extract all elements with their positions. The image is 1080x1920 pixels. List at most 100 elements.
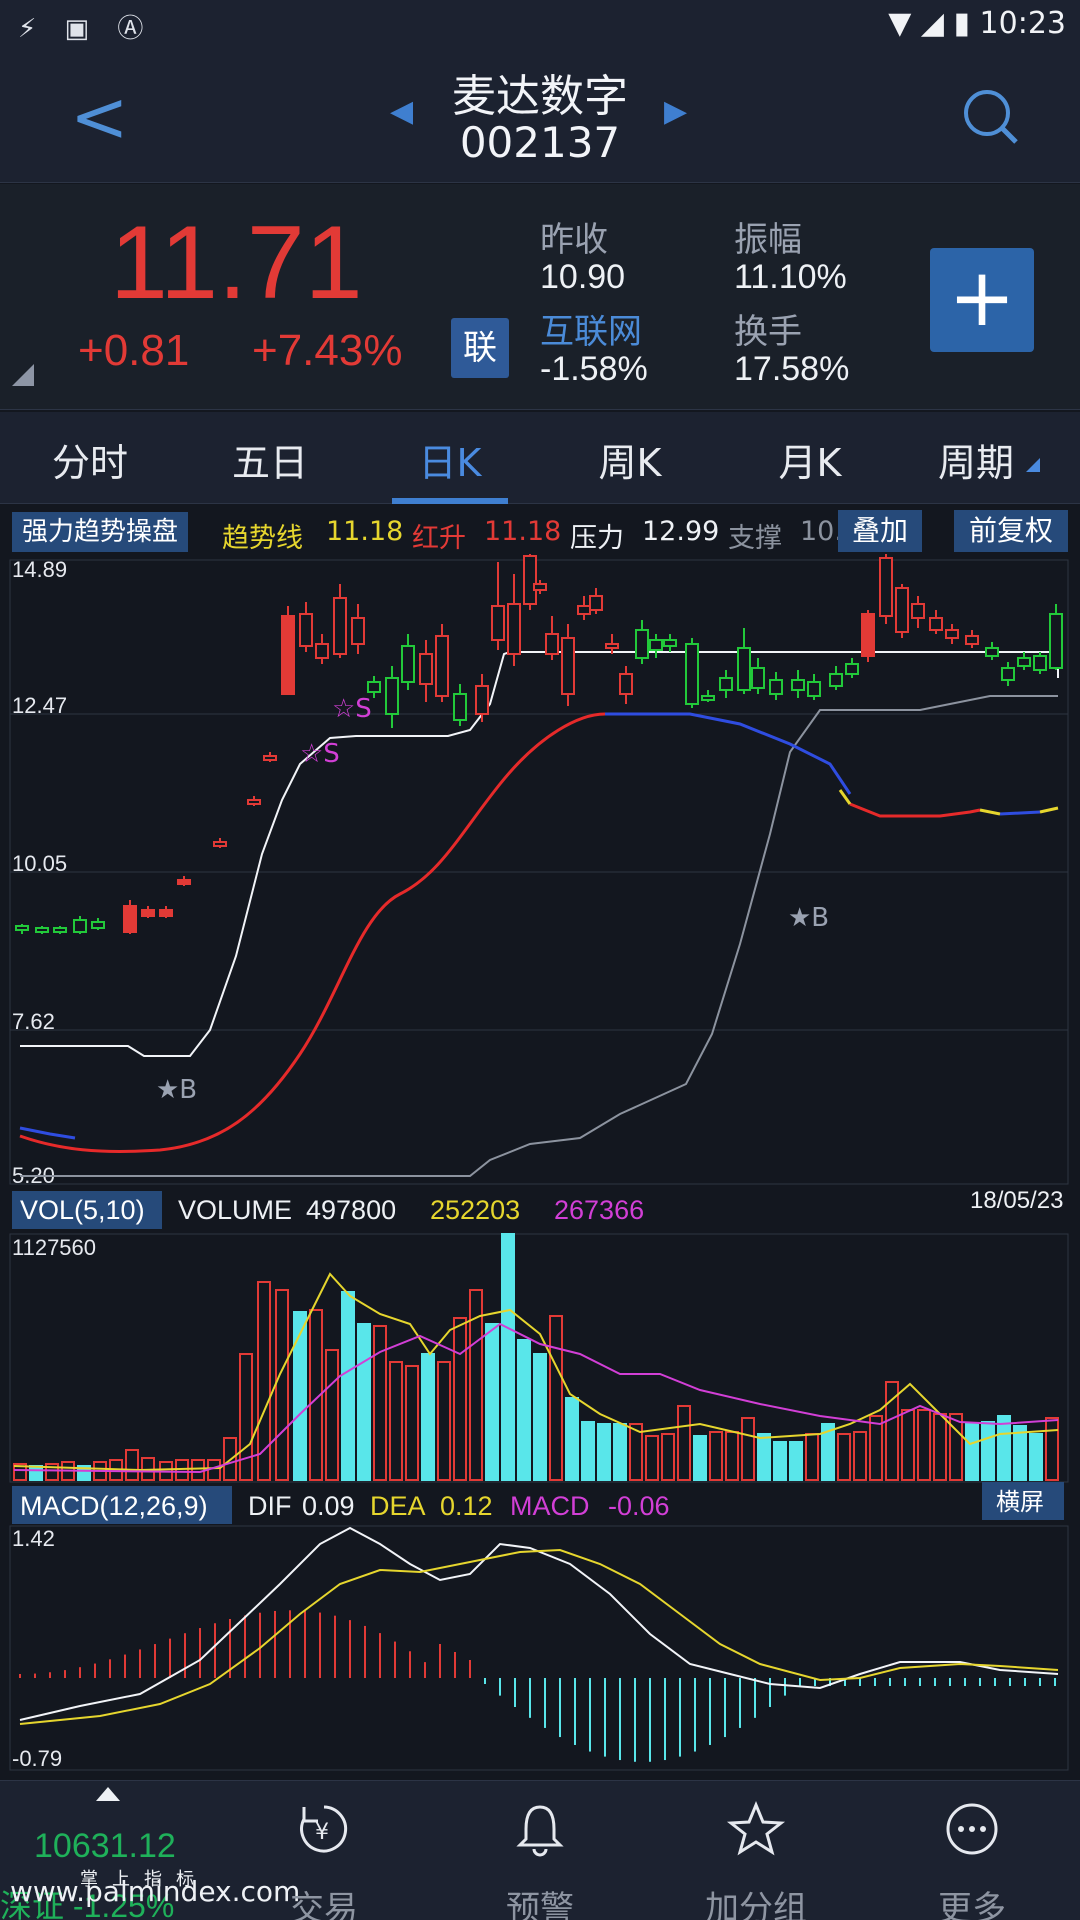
candle: [929, 610, 943, 634]
chart-area[interactable]: 14.89 12.47 10.05 7.62 5.20 ☆S ☆S ★B ★B …: [0, 554, 1080, 1780]
watermark-cn: 掌上指标: [80, 1869, 208, 1890]
prev-close-value: 10.90: [540, 258, 626, 296]
candle: [1033, 652, 1047, 674]
candle: [453, 684, 467, 726]
candle-body: [589, 595, 603, 611]
tab-daily-k[interactable]: 日K: [418, 441, 482, 485]
tab-weekly-k[interactable]: 周K: [598, 441, 662, 485]
volume-bar: [645, 1435, 659, 1481]
candle-body: [53, 927, 67, 933]
candle: [561, 624, 575, 706]
volume-bar: [853, 1431, 867, 1481]
volume-bar: [837, 1433, 851, 1481]
nav-add-group[interactable]: 加分组: [676, 1799, 836, 1920]
volume-bar: [613, 1423, 627, 1481]
bottom-nav: 10631.12 掌上指标 深证 -1.25% www.palmindex.co…: [0, 1780, 1080, 1920]
candle: [605, 634, 619, 654]
tab-period[interactable]: 周期: [937, 441, 1014, 485]
index-expand-icon[interactable]: [96, 1787, 120, 1801]
trend-yellow-seg-3: [1039, 806, 1059, 814]
candle-body: [577, 605, 591, 615]
index-value[interactable]: 10631.12: [34, 1827, 176, 1865]
volume-bar: [997, 1415, 1011, 1481]
candle-body: [929, 617, 943, 631]
volume-ma5-line: [13, 1272, 1059, 1472]
indicator-name-button[interactable]: 强力趋势操盘: [12, 512, 189, 552]
volume-bar: [901, 1409, 915, 1481]
candle-body: [1001, 667, 1015, 681]
next-stock-icon[interactable]: ▶: [664, 94, 688, 129]
candle-body: [491, 605, 505, 641]
red-value: 11.18: [484, 516, 562, 547]
candle-body: [213, 841, 227, 847]
macd-name-button[interactable]: [12, 1486, 232, 1524]
candle: [73, 916, 87, 934]
nav-alert[interactable]: 预警: [460, 1799, 620, 1920]
candle: [545, 616, 559, 660]
volume-bar: [677, 1405, 691, 1481]
candle: [475, 674, 489, 722]
volume-bar: [1013, 1425, 1027, 1481]
candle-body: [791, 679, 805, 691]
amplitude-label: 振幅: [734, 220, 802, 260]
tab-five-day[interactable]: 五日: [231, 441, 308, 485]
candle: [299, 602, 313, 652]
volume-bar: [13, 1463, 27, 1481]
landscape-button[interactable]: [982, 1482, 1064, 1520]
candle: [769, 672, 783, 700]
volume-ma10: 267366: [554, 1195, 644, 1225]
candle: [635, 620, 649, 664]
amplitude-value: 11.10%: [734, 258, 847, 296]
volume-bar: [949, 1413, 963, 1481]
tab-monthly-k[interactable]: 月K: [778, 441, 842, 485]
volume-bar: [789, 1441, 803, 1481]
candle: [845, 658, 859, 678]
macd-bottom-label: -0.79: [12, 1746, 62, 1771]
candle: [1049, 604, 1063, 670]
candle: [177, 876, 191, 886]
candle-body: [945, 629, 959, 639]
candle-body: [751, 667, 765, 689]
adjust-button[interactable]: 前复权: [954, 510, 1068, 552]
landscape-label: 横屏: [996, 1488, 1044, 1516]
volume-bar: [341, 1291, 355, 1481]
candle: [685, 638, 699, 708]
candle: [965, 630, 979, 648]
macd-top-label: 1.42: [12, 1526, 55, 1551]
candle: [435, 624, 449, 702]
volume-bar: [309, 1309, 323, 1481]
overlay-button[interactable]: 叠加: [838, 510, 922, 552]
candle: [15, 924, 29, 934]
volume-bar: [325, 1349, 339, 1481]
prev-close-label: 昨收: [540, 220, 608, 260]
lian-badge[interactable]: 联: [451, 318, 509, 378]
volume-name-button[interactable]: [12, 1191, 162, 1229]
index-pct-value: -1.25%: [72, 1888, 175, 1920]
add-watchlist-button[interactable]: +: [930, 248, 1034, 352]
candle-body: [685, 643, 699, 705]
prev-stock-icon[interactable]: ◀: [390, 94, 414, 129]
volume-bar: [191, 1459, 205, 1481]
candle-body: [545, 633, 559, 655]
macd-macd-label: MACD: [510, 1491, 590, 1521]
tab-intraday[interactable]: 分时: [51, 441, 128, 485]
sector-link[interactable]: 互联网: [540, 312, 642, 352]
candle: [281, 606, 295, 695]
corner-triangle-icon[interactable]: [12, 364, 34, 386]
nav-trade[interactable]: ¥ 交易: [244, 1799, 404, 1920]
candle-body: [15, 925, 29, 931]
macd-histogram: [19, 1610, 1056, 1762]
volume-bar: [517, 1339, 531, 1481]
candle-body: [605, 643, 619, 649]
volume-bars: [13, 1233, 1059, 1481]
back-icon[interactable]: <: [70, 76, 129, 158]
candle: [737, 628, 751, 694]
candle: [333, 584, 347, 658]
nav-add-group-label: 加分组: [705, 1889, 807, 1920]
volume-label: VOLUME: [178, 1195, 292, 1225]
candle: [419, 640, 433, 702]
candle: [491, 562, 505, 650]
nav-more[interactable]: 更多: [892, 1799, 1052, 1920]
search-icon[interactable]: [960, 86, 1020, 146]
candle: [577, 596, 591, 620]
